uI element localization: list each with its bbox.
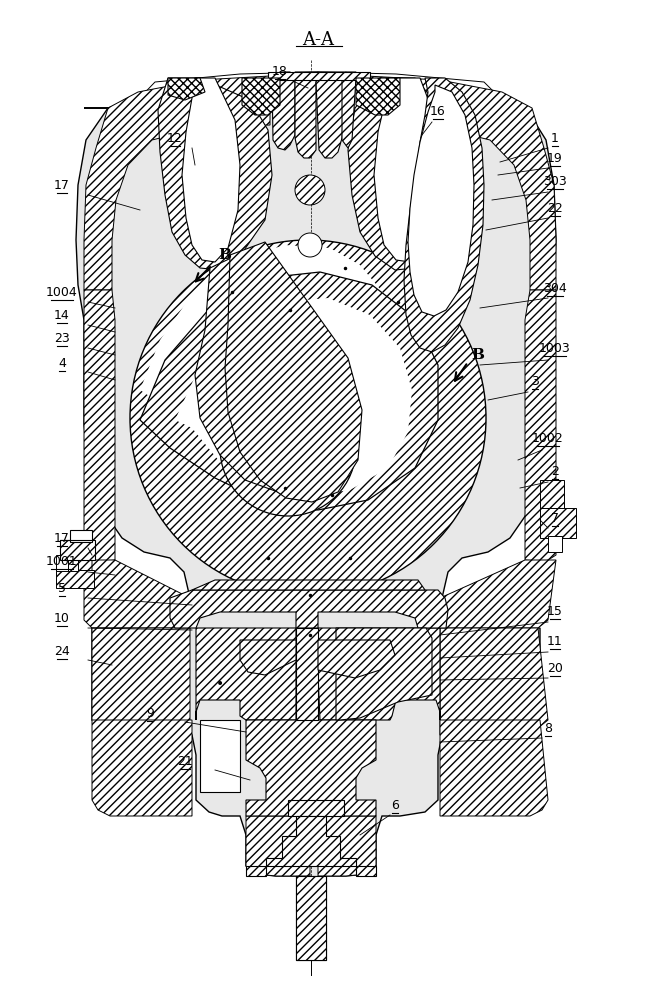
Text: 8: 8 — [544, 722, 552, 735]
Polygon shape — [440, 560, 556, 628]
Bar — [540, 508, 576, 538]
Polygon shape — [318, 816, 376, 876]
Text: 19: 19 — [547, 152, 563, 165]
Polygon shape — [92, 628, 190, 735]
Bar — [56, 555, 68, 571]
Polygon shape — [140, 272, 438, 510]
Polygon shape — [196, 628, 296, 720]
Text: 22: 22 — [547, 202, 563, 215]
Text: 6: 6 — [391, 799, 399, 812]
Polygon shape — [295, 72, 318, 158]
Polygon shape — [175, 298, 412, 496]
Polygon shape — [84, 560, 190, 628]
Bar — [548, 536, 562, 552]
Bar — [60, 540, 95, 560]
Text: 17: 17 — [54, 532, 70, 545]
Text: 2: 2 — [551, 465, 559, 478]
Polygon shape — [374, 78, 440, 262]
Text: 1001: 1001 — [46, 555, 78, 568]
Polygon shape — [440, 720, 548, 816]
Text: B: B — [219, 248, 232, 262]
Bar — [200, 720, 240, 792]
Polygon shape — [84, 290, 115, 562]
Bar — [540, 480, 564, 508]
Text: 303: 303 — [543, 175, 567, 188]
Circle shape — [295, 175, 325, 205]
Bar — [68, 551, 78, 571]
Text: 17: 17 — [54, 179, 70, 192]
Polygon shape — [296, 876, 326, 960]
Text: 1003: 1003 — [539, 342, 571, 355]
Polygon shape — [84, 76, 270, 290]
Polygon shape — [440, 628, 548, 735]
Polygon shape — [192, 580, 425, 590]
Polygon shape — [182, 78, 240, 262]
Text: 3: 3 — [531, 375, 539, 388]
Polygon shape — [240, 640, 296, 675]
Text: 10: 10 — [54, 612, 70, 625]
Polygon shape — [316, 72, 346, 158]
Text: 24: 24 — [54, 645, 70, 658]
Circle shape — [130, 240, 486, 596]
Circle shape — [298, 233, 322, 257]
Polygon shape — [76, 76, 556, 958]
Text: 18: 18 — [272, 65, 288, 78]
Text: 16: 16 — [430, 105, 446, 118]
Text: 21: 21 — [177, 755, 193, 768]
Polygon shape — [296, 876, 326, 960]
Text: A-A: A-A — [302, 31, 334, 49]
Polygon shape — [342, 72, 356, 148]
Polygon shape — [158, 78, 272, 270]
Polygon shape — [242, 78, 280, 115]
Polygon shape — [168, 78, 205, 100]
Text: 20: 20 — [547, 662, 563, 675]
Polygon shape — [84, 72, 510, 108]
Text: 1: 1 — [551, 132, 559, 145]
Text: 14: 14 — [54, 309, 70, 322]
Text: 11: 11 — [547, 635, 563, 648]
Text: 304: 304 — [543, 282, 567, 295]
Circle shape — [268, 428, 308, 468]
Text: 15: 15 — [547, 605, 563, 618]
Polygon shape — [246, 816, 310, 876]
Circle shape — [220, 380, 356, 516]
Polygon shape — [348, 78, 452, 270]
Polygon shape — [140, 245, 398, 480]
Polygon shape — [404, 78, 484, 352]
Polygon shape — [225, 242, 362, 502]
Polygon shape — [246, 720, 376, 816]
Text: •: • — [216, 677, 224, 691]
Polygon shape — [272, 72, 295, 150]
Polygon shape — [195, 250, 330, 492]
Text: 4: 4 — [58, 357, 66, 370]
Polygon shape — [318, 640, 395, 678]
Polygon shape — [356, 78, 400, 115]
Text: 12: 12 — [167, 132, 183, 145]
Text: B: B — [472, 348, 485, 362]
Polygon shape — [246, 816, 376, 876]
Polygon shape — [366, 76, 556, 290]
Text: 1004: 1004 — [46, 286, 78, 299]
Bar — [56, 570, 94, 588]
Polygon shape — [268, 72, 370, 80]
Polygon shape — [68, 548, 92, 582]
Text: 23: 23 — [54, 332, 70, 345]
Text: 1002: 1002 — [532, 432, 564, 445]
Polygon shape — [408, 85, 474, 316]
Text: 9: 9 — [146, 707, 154, 720]
Polygon shape — [336, 628, 432, 720]
Polygon shape — [92, 720, 192, 816]
Polygon shape — [316, 628, 440, 720]
Polygon shape — [296, 628, 318, 720]
Bar — [70, 530, 92, 542]
Polygon shape — [288, 800, 344, 816]
Text: 5: 5 — [58, 582, 66, 595]
Polygon shape — [525, 290, 556, 562]
Text: 7: 7 — [551, 512, 559, 525]
Polygon shape — [170, 590, 448, 628]
